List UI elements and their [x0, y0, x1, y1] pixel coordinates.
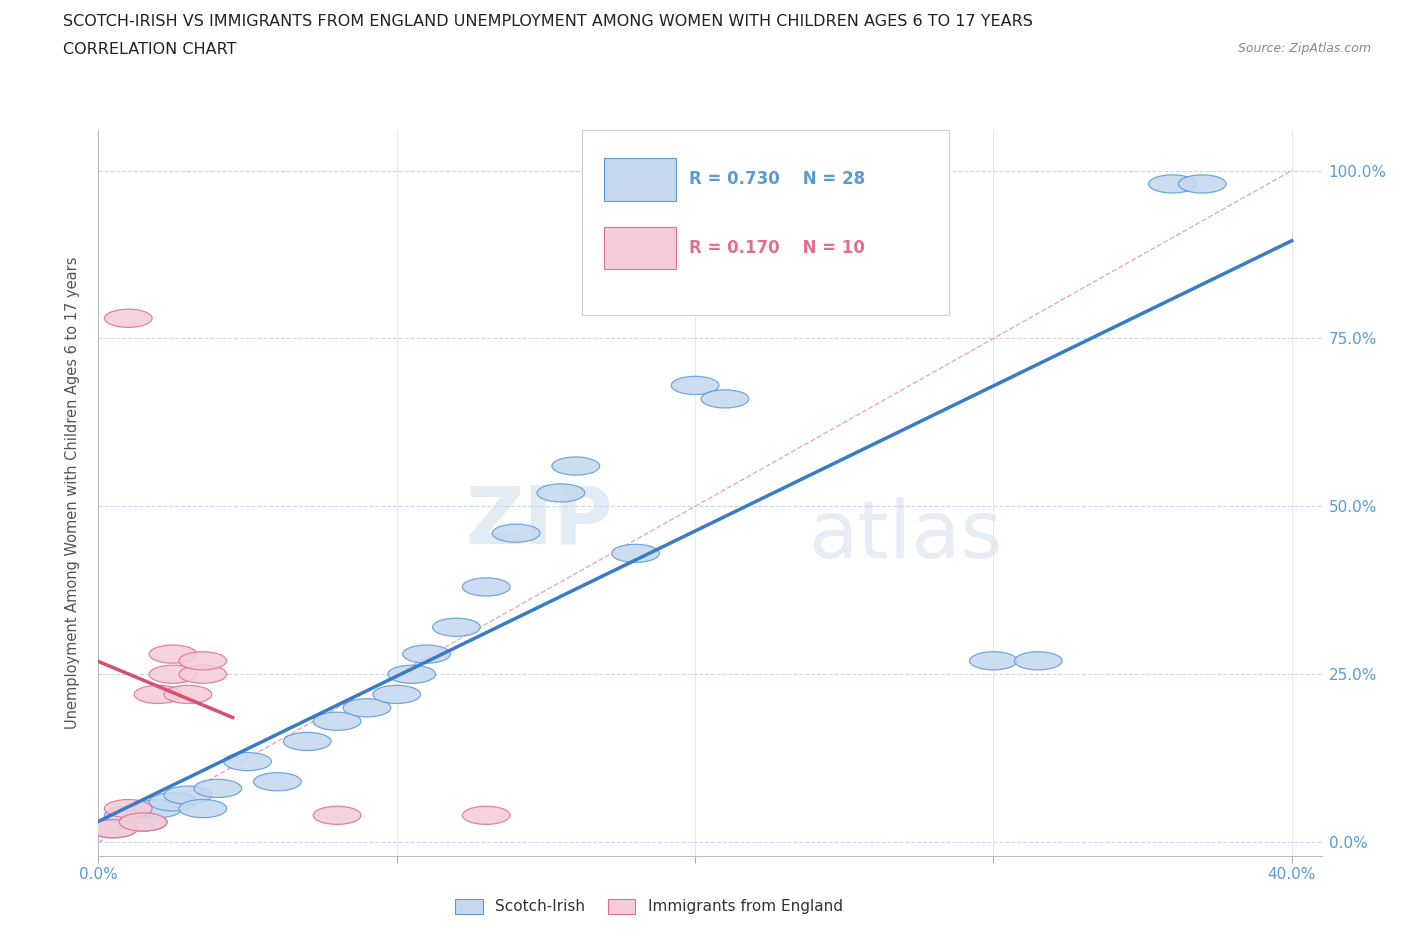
Ellipse shape: [90, 819, 138, 838]
Ellipse shape: [120, 813, 167, 831]
Ellipse shape: [165, 786, 212, 804]
Ellipse shape: [104, 806, 152, 824]
FancyBboxPatch shape: [603, 158, 676, 201]
Ellipse shape: [373, 685, 420, 703]
Ellipse shape: [671, 377, 718, 394]
Text: Source: ZipAtlas.com: Source: ZipAtlas.com: [1237, 42, 1371, 55]
Ellipse shape: [314, 806, 361, 824]
Text: ZIP: ZIP: [465, 483, 612, 561]
Ellipse shape: [463, 578, 510, 596]
Ellipse shape: [433, 618, 481, 636]
Ellipse shape: [224, 752, 271, 771]
Y-axis label: Unemployment Among Women with Children Ages 6 to 17 years: Unemployment Among Women with Children A…: [65, 257, 80, 729]
Ellipse shape: [537, 484, 585, 502]
Ellipse shape: [165, 685, 212, 703]
Ellipse shape: [179, 652, 226, 670]
Ellipse shape: [253, 773, 301, 790]
FancyBboxPatch shape: [603, 227, 676, 270]
Ellipse shape: [970, 652, 1018, 670]
Ellipse shape: [343, 698, 391, 717]
Ellipse shape: [492, 525, 540, 542]
Ellipse shape: [149, 792, 197, 811]
Ellipse shape: [149, 645, 197, 663]
Ellipse shape: [134, 800, 181, 817]
Ellipse shape: [463, 806, 510, 824]
Ellipse shape: [1178, 175, 1226, 193]
Ellipse shape: [612, 544, 659, 563]
Ellipse shape: [702, 390, 749, 408]
Ellipse shape: [179, 665, 226, 684]
Ellipse shape: [314, 712, 361, 730]
Legend: Scotch-Irish, Immigrants from England: Scotch-Irish, Immigrants from England: [449, 893, 849, 921]
Ellipse shape: [284, 732, 332, 751]
Ellipse shape: [553, 457, 599, 475]
Ellipse shape: [402, 645, 450, 663]
Text: R = 0.730    N = 28: R = 0.730 N = 28: [689, 170, 865, 188]
FancyBboxPatch shape: [582, 130, 949, 315]
Text: atlas: atlas: [808, 498, 1002, 576]
Ellipse shape: [104, 800, 152, 817]
Ellipse shape: [134, 685, 181, 703]
Ellipse shape: [1149, 175, 1197, 193]
Ellipse shape: [104, 309, 152, 327]
Ellipse shape: [90, 819, 138, 838]
Ellipse shape: [194, 779, 242, 798]
Ellipse shape: [120, 813, 167, 831]
Ellipse shape: [388, 665, 436, 684]
Ellipse shape: [149, 665, 197, 684]
Ellipse shape: [1014, 652, 1062, 670]
Ellipse shape: [179, 800, 226, 817]
Text: SCOTCH-IRISH VS IMMIGRANTS FROM ENGLAND UNEMPLOYMENT AMONG WOMEN WITH CHILDREN A: SCOTCH-IRISH VS IMMIGRANTS FROM ENGLAND …: [63, 14, 1033, 29]
Text: CORRELATION CHART: CORRELATION CHART: [63, 42, 236, 57]
Text: R = 0.170    N = 10: R = 0.170 N = 10: [689, 239, 865, 257]
